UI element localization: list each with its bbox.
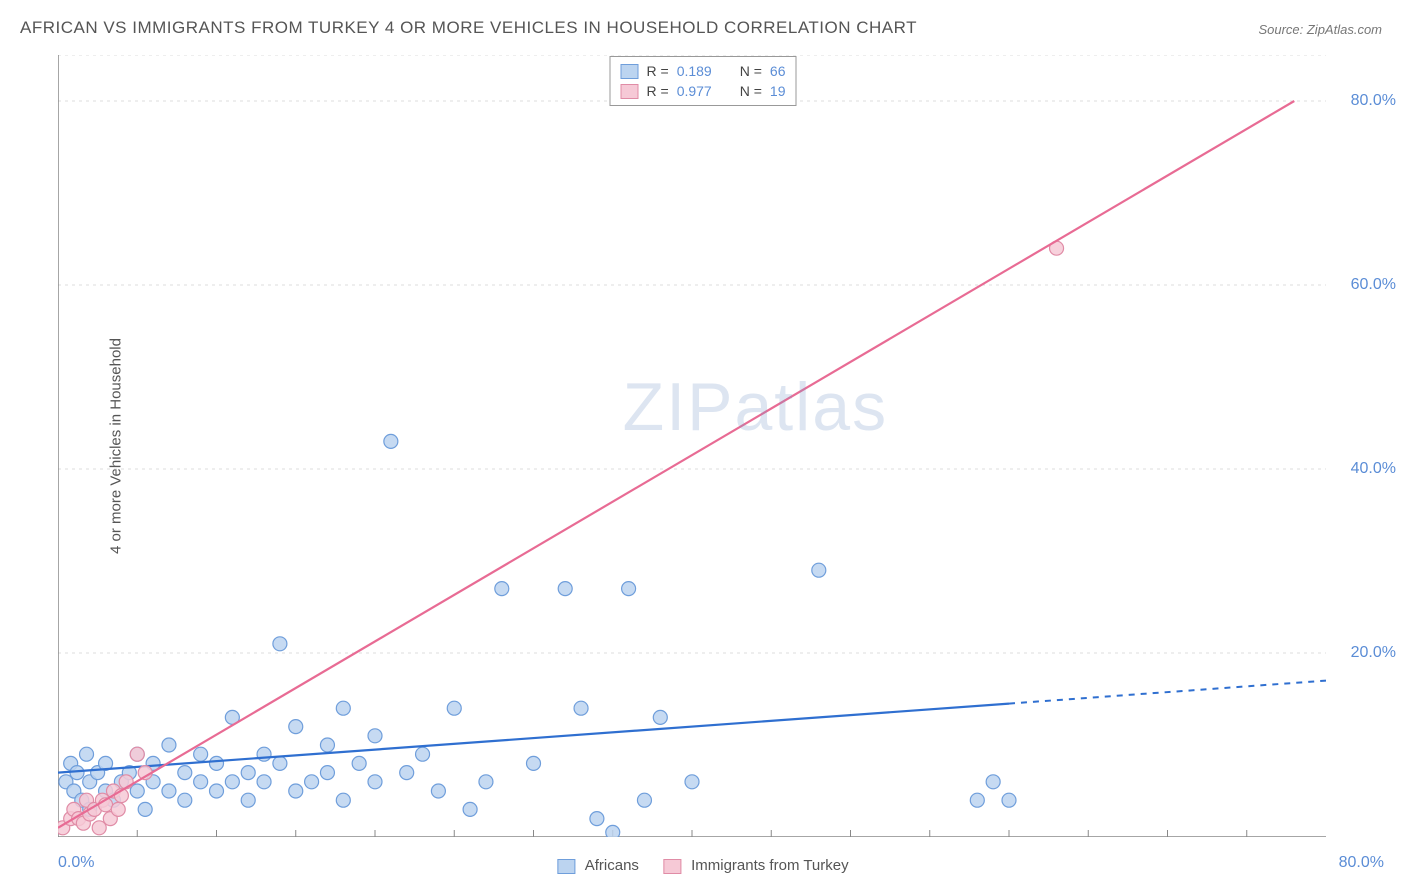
legend-row-turkey: R = 0.977 N = 19 bbox=[621, 81, 786, 101]
legend-swatch-turkey bbox=[621, 84, 639, 99]
r-label: R = bbox=[647, 63, 669, 79]
chart-title: AFRICAN VS IMMIGRANTS FROM TURKEY 4 OR M… bbox=[20, 18, 917, 38]
n-value: 19 bbox=[770, 83, 786, 99]
x-axis-origin-label: 0.0% bbox=[58, 854, 94, 872]
n-label: N = bbox=[740, 83, 762, 99]
legend-row-africans: R = 0.189 N = 66 bbox=[621, 61, 786, 81]
legend-swatch-icon bbox=[557, 859, 575, 874]
legend-swatch-africans bbox=[621, 64, 639, 79]
correlation-chart: AFRICAN VS IMMIGRANTS FROM TURKEY 4 OR M… bbox=[0, 0, 1406, 892]
plot-area: ZIPatlas bbox=[58, 55, 1326, 837]
legend-label: Immigrants from Turkey bbox=[691, 857, 849, 874]
y-tick-label: 40.0% bbox=[1351, 460, 1396, 478]
y-tick-label: 80.0% bbox=[1351, 92, 1396, 110]
correlation-legend: R = 0.189 N = 66 R = 0.977 N = 19 bbox=[610, 56, 797, 106]
n-label: N = bbox=[740, 63, 762, 79]
legend-item-africans: Africans bbox=[557, 857, 639, 874]
r-label: R = bbox=[647, 83, 669, 99]
source-attribution: Source: ZipAtlas.com bbox=[1258, 22, 1382, 37]
x-axis-max-label: 80.0% bbox=[1339, 854, 1384, 872]
y-tick-label: 20.0% bbox=[1351, 644, 1396, 662]
legend-swatch-icon bbox=[663, 859, 681, 874]
n-value: 66 bbox=[770, 63, 786, 79]
legend-item-turkey: Immigrants from Turkey bbox=[663, 857, 849, 874]
series-legend: Africans Immigrants from Turkey bbox=[557, 857, 848, 874]
r-value: 0.189 bbox=[677, 63, 712, 79]
legend-label: Africans bbox=[585, 857, 639, 874]
r-value: 0.977 bbox=[677, 83, 712, 99]
scatter-svg bbox=[58, 55, 1326, 837]
y-tick-label: 60.0% bbox=[1351, 276, 1396, 294]
